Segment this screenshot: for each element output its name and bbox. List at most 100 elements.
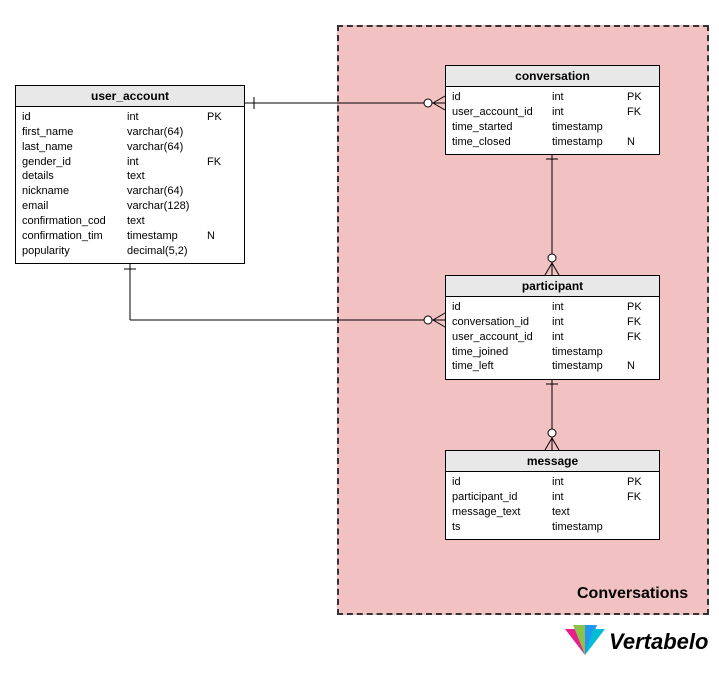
region-label: Conversations [577, 585, 688, 603]
column-key [627, 120, 649, 135]
column-key [207, 199, 229, 214]
column-type: int [552, 315, 627, 330]
entity-column: idintPK [452, 90, 653, 105]
column-key: N [627, 359, 649, 374]
column-type: varchar(128) [127, 199, 207, 214]
entity-column: time_lefttimestampN [452, 359, 653, 374]
column-name: popularity [22, 244, 127, 259]
column-key [207, 140, 229, 155]
entity-body: idintPKconversation_idintFKuser_account_… [446, 297, 659, 379]
column-key: N [627, 135, 649, 150]
entity-column: first_namevarchar(64) [22, 125, 238, 140]
entity-header: message [446, 451, 659, 472]
column-key: PK [207, 110, 229, 125]
column-type: timestamp [127, 229, 207, 244]
column-type: timestamp [552, 520, 627, 535]
column-name: gender_id [22, 155, 127, 170]
entity-participant: participantidintPKconversation_idintFKus… [445, 275, 660, 380]
column-key: PK [627, 300, 649, 315]
entity-body: idintPKfirst_namevarchar(64)last_namevar… [16, 107, 244, 263]
column-type: text [552, 505, 627, 520]
column-type: text [127, 169, 207, 184]
entity-column: confirmation_timtimestampN [22, 229, 238, 244]
entity-header: user_account [16, 86, 244, 107]
column-key: FK [627, 490, 649, 505]
entity-column: gender_idintFK [22, 155, 238, 170]
column-key: FK [627, 315, 649, 330]
column-key [627, 505, 649, 520]
column-type: timestamp [552, 120, 627, 135]
vertabelo-logo-text: Vertabelo [609, 629, 708, 655]
column-key: PK [627, 475, 649, 490]
column-name: last_name [22, 140, 127, 155]
entity-column: idintPK [452, 300, 653, 315]
column-type: decimal(5,2) [127, 244, 207, 259]
entity-column: message_texttext [452, 505, 653, 520]
entity-column: time_closedtimestampN [452, 135, 653, 150]
entity-column: time_joinedtimestamp [452, 345, 653, 360]
column-name: confirmation_tim [22, 229, 127, 244]
column-name: confirmation_cod [22, 214, 127, 229]
entity-column: popularitydecimal(5,2) [22, 244, 238, 259]
entity-header: conversation [446, 66, 659, 87]
column-name: id [452, 90, 552, 105]
column-name: id [22, 110, 127, 125]
entity-column: idintPK [22, 110, 238, 125]
column-type: int [127, 110, 207, 125]
column-type: int [127, 155, 207, 170]
column-name: email [22, 199, 127, 214]
entity-body: idintPKuser_account_idintFKtime_startedt… [446, 87, 659, 154]
entity-conversation: conversationidintPKuser_account_idintFKt… [445, 65, 660, 155]
column-key: PK [627, 90, 649, 105]
column-name: user_account_id [452, 105, 552, 120]
column-key: N [207, 229, 229, 244]
entity-column: detailstext [22, 169, 238, 184]
column-key [207, 125, 229, 140]
column-type: varchar(64) [127, 140, 207, 155]
column-name: id [452, 300, 552, 315]
entity-column: user_account_idintFK [452, 105, 653, 120]
column-type: timestamp [552, 359, 627, 374]
column-type: int [552, 330, 627, 345]
entity-column: tstimestamp [452, 520, 653, 535]
column-type: int [552, 300, 627, 315]
vertabelo-logo-icon [565, 625, 605, 659]
entity-column: nicknamevarchar(64) [22, 184, 238, 199]
entity-column: last_namevarchar(64) [22, 140, 238, 155]
entity-column: participant_idintFK [452, 490, 653, 505]
column-type: varchar(64) [127, 125, 207, 140]
column-name: user_account_id [452, 330, 552, 345]
column-name: time_left [452, 359, 552, 374]
column-key: FK [207, 155, 229, 170]
column-key [627, 345, 649, 360]
column-name: nickname [22, 184, 127, 199]
column-type: timestamp [552, 135, 627, 150]
entity-body: idintPKparticipant_idintFKmessage_textte… [446, 472, 659, 539]
column-type: timestamp [552, 345, 627, 360]
column-type: text [127, 214, 207, 229]
column-key [207, 169, 229, 184]
entity-header: participant [446, 276, 659, 297]
entity-user_account: user_accountidintPKfirst_namevarchar(64)… [15, 85, 245, 264]
column-name: participant_id [452, 490, 552, 505]
column-type: int [552, 475, 627, 490]
column-key [207, 214, 229, 229]
column-key [207, 244, 229, 259]
column-type: varchar(64) [127, 184, 207, 199]
column-name: message_text [452, 505, 552, 520]
column-name: first_name [22, 125, 127, 140]
column-name: details [22, 169, 127, 184]
entity-column: user_account_idintFK [452, 330, 653, 345]
column-key [627, 520, 649, 535]
column-type: int [552, 490, 627, 505]
column-type: int [552, 90, 627, 105]
entity-column: emailvarchar(128) [22, 199, 238, 214]
column-name: id [452, 475, 552, 490]
entity-column: time_startedtimestamp [452, 120, 653, 135]
entity-message: messageidintPKparticipant_idintFKmessage… [445, 450, 660, 540]
column-name: ts [452, 520, 552, 535]
column-key: FK [627, 105, 649, 120]
entity-column: idintPK [452, 475, 653, 490]
column-type: int [552, 105, 627, 120]
entity-column: conversation_idintFK [452, 315, 653, 330]
